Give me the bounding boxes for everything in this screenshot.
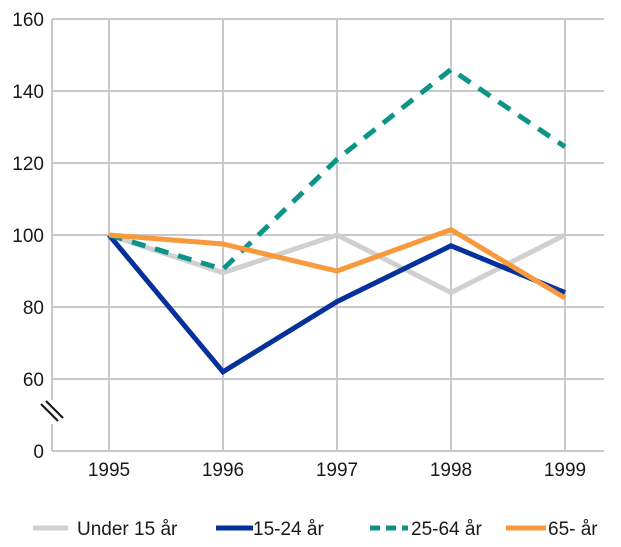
axis-break-icon [38,400,64,424]
legend-label: Under 15 år [77,519,178,540]
axes: 0 60 80 100 120 140 160 1995 1996 1997 1998 1999 [12,10,604,481]
legend-label: 65- år [548,519,598,540]
legend-item: 25-64 år [370,519,482,540]
x-tick-label: 1997 [316,460,358,481]
series-line-15-24-r [107,233,566,376]
x-tick-label: 1999 [544,460,586,481]
legend-item: Under 15 år [33,519,178,540]
series-line-65-r [108,226,567,301]
axis-break-slash [40,403,59,422]
y-tick-label: 120 [12,154,44,175]
legend-label: 25-64 år [411,519,482,540]
legend-label: 15-24 år [253,519,324,540]
series-lines [107,66,567,376]
y-tick-label: 60 [23,370,44,391]
x-tick-label: 1998 [430,460,472,481]
legend: Under 15 år 15-24 år 25-64 år 65- år [33,519,598,540]
legend-item: 15-24 år [216,519,324,540]
y-tick-label: 140 [12,82,44,103]
y-tick-label: 80 [23,298,44,319]
axis-break-slash [45,400,64,419]
y-tick-label: 160 [12,10,44,31]
x-tick-label: 1995 [88,460,130,481]
series-line-25-64-r [108,66,567,273]
y-tick-label: 100 [12,226,44,247]
y-tick-label: 0 [33,442,44,463]
legend-item: 65- år [506,519,598,540]
x-tick-label: 1996 [202,460,244,481]
